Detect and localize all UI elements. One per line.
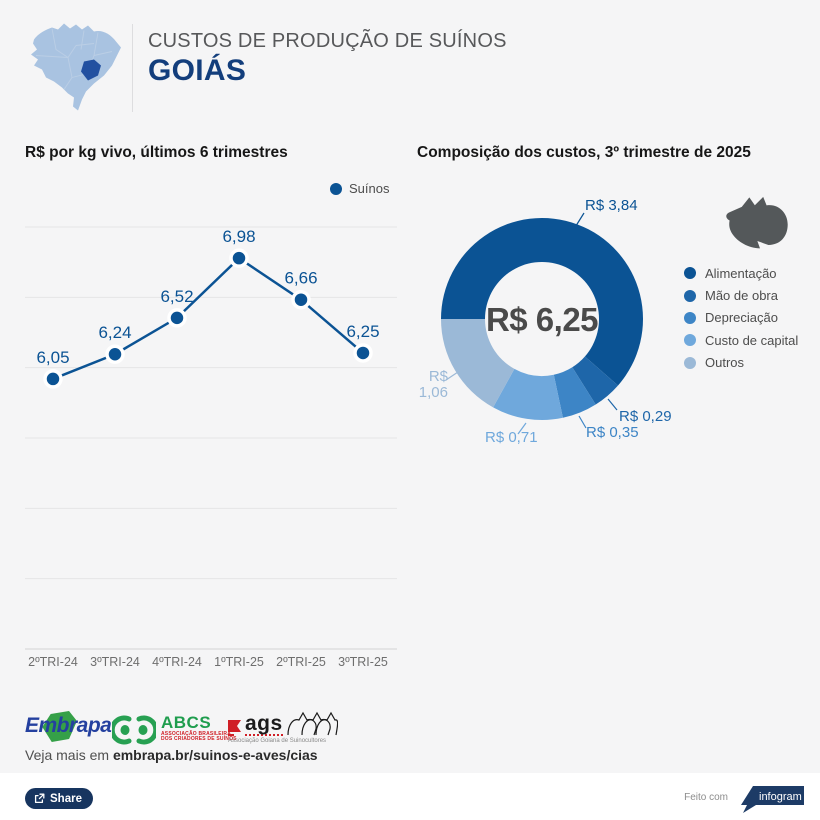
made-with-text: Feito com (684, 792, 728, 803)
more-info-line: Veja mais em embrapa.br/suinos-e-aves/ci… (25, 747, 318, 763)
more-info-prefix: Veja mais em (25, 747, 113, 763)
legend-item-1[interactable]: Mão de obra (684, 284, 798, 306)
donut-slice-2 (553, 367, 596, 418)
x-axis-label: 2ºTRI-25 (276, 655, 326, 669)
header-divider (132, 24, 133, 112)
series-line (52, 256, 364, 381)
data-point (43, 369, 63, 389)
embrapa-leaf-icon (42, 711, 77, 742)
share-button[interactable]: Share (25, 788, 93, 809)
donut-center-label: R$ 6,25 (486, 301, 598, 338)
slice-leader-line (573, 212, 585, 230)
slice-value-label: R$ 0,35 (586, 424, 639, 441)
data-point-label: 6,05 (36, 348, 69, 367)
slice-leader-line (445, 371, 459, 381)
data-point-label: 6,52 (160, 287, 193, 306)
embrapa-logo: Embrapa (25, 710, 112, 746)
abcs-subtitle-1: ASSOCIAÇÃO BRASILEIRA (161, 731, 232, 737)
data-point-label: 6,66 (284, 269, 317, 288)
data-point-label: 6,24 (98, 323, 131, 342)
legend-dot-icon (684, 267, 696, 280)
legend-item-label: Mão de obra (705, 288, 778, 304)
pigs-sketch-icon (287, 711, 338, 736)
legend-item-4[interactable]: Outros (684, 352, 798, 374)
bottom-bar (0, 773, 820, 820)
line-chart-legend[interactable]: Suínos (330, 181, 398, 196)
donut-slice-0 (441, 217, 643, 386)
slice-value-label: R$ 3,84 (585, 197, 638, 214)
slice-value-label: R$ (429, 368, 449, 385)
abcs-wordmark: ABCS (161, 713, 212, 732)
slice-leader-line (607, 398, 618, 411)
donut-legend: Alimentação Mão de obra Depreciação Custo d… (684, 262, 798, 374)
x-axis-label: 1ºTRI-25 (214, 655, 264, 669)
legend-dot-icon (684, 289, 696, 302)
share-button-label: Share (50, 792, 82, 805)
legend-item-0[interactable]: Alimentação (684, 262, 798, 284)
slice-value-label: R$ 0,71 (485, 429, 538, 446)
donut-slice-3 (493, 368, 563, 420)
infogram-logo[interactable]: infogram (734, 784, 806, 814)
slice-leader-line (578, 415, 587, 429)
series-legend-label: Suínos (349, 181, 390, 196)
x-axis-label: 3ºTRI-25 (338, 655, 388, 669)
legend-item-2[interactable]: Depreciação (684, 307, 798, 329)
brazil-map-icon (31, 23, 121, 111)
embrapa-wordmark: Embrapa (25, 714, 112, 737)
report-kicker: CUSTOS DE PRODUÇÃO DE SUÍNOS (148, 30, 507, 52)
donut-chart: R$ 3,84 R$ 0,29R$ 0,35 R$ 0,71 R$1,06 R$ 6,2… (419, 197, 672, 446)
more-info-link[interactable]: embrapa.br/suinos-e-aves/cias (112, 747, 318, 763)
ags-logo: ags Associação Goiana de Suinocultores (228, 710, 340, 744)
pig-silhouette-icon (726, 196, 788, 249)
infogram-logo-label: infogram (759, 791, 802, 803)
slice-value-label: R$ 0,29 (619, 408, 672, 425)
slice-leader-line (517, 422, 527, 435)
ags-flag-icon (228, 720, 241, 736)
legend-dot-icon (684, 311, 696, 324)
legend-item-label: Custo de capital (705, 332, 799, 348)
data-point (167, 308, 187, 328)
ags-subtitle: Associação Goiana de Suinocultores (228, 738, 327, 744)
legend-item-label: Depreciação (705, 310, 778, 326)
x-axis-label: 4ºTRI-24 (152, 655, 202, 669)
data-point (291, 289, 311, 310)
x-axis-label: 2ºTRI-24 (28, 655, 78, 669)
data-point (105, 344, 125, 364)
share-icon (34, 793, 45, 804)
legend-item-label: Outros (705, 355, 745, 371)
legend-dot-icon (684, 356, 696, 369)
legend-item-label: Alimentação (705, 265, 777, 281)
series-dot-icon (330, 182, 342, 195)
data-point (353, 343, 373, 363)
donut-chart-title: Composição dos custos, 3º trimestre de 2… (417, 144, 751, 161)
slice-value-label: 1,06 (419, 384, 448, 401)
donut-slice-4 (441, 319, 515, 408)
data-point-label: 6,98 (222, 227, 255, 246)
abcs-subtitle-2: DOS CRIADORES DE SUÍNOS (161, 736, 237, 742)
donut-slice-1 (572, 356, 619, 405)
line-chart: 6,05 6,24 6,52 6,98 6,66 6,25 2ºTRI-24 3ºTRI-24… (25, 226, 397, 669)
x-axis-label: 3ºTRI-24 (90, 655, 140, 669)
goias-state-shape (81, 59, 101, 81)
abcs-icon (112, 715, 156, 745)
legend-item-3[interactable]: Custo de capital (684, 329, 798, 351)
ags-wordmark: ags (245, 712, 283, 736)
data-point-label: 6,25 (346, 322, 379, 341)
data-point (229, 248, 249, 268)
line-chart-title: R$ por kg vivo, últimos 6 trimestres (25, 144, 288, 161)
page-title: GOIÁS (148, 54, 247, 87)
abcs-logo: ABCS ASSOCIAÇÃO BRASILEIRA DOS CRIADORES… (112, 714, 237, 746)
legend-dot-icon (684, 334, 696, 347)
